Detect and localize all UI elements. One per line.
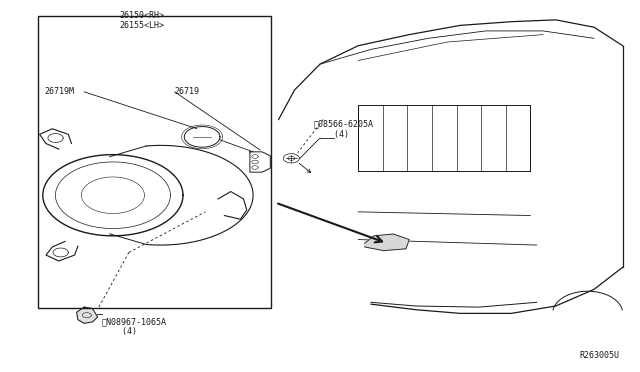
- Text: Ⓢ08566-6205A
    (4): Ⓢ08566-6205A (4): [314, 119, 374, 139]
- Polygon shape: [77, 307, 98, 323]
- Text: 26719: 26719: [175, 87, 200, 96]
- Text: 26719M: 26719M: [45, 87, 75, 96]
- Bar: [38, 16, 271, 308]
- Polygon shape: [250, 152, 270, 172]
- Text: 26150<RH>
26155<LH>: 26150<RH> 26155<LH>: [119, 11, 164, 30]
- Polygon shape: [365, 234, 409, 251]
- Text: ⓝN08967-1065A
    (4): ⓝN08967-1065A (4): [102, 317, 167, 336]
- Text: R263005U: R263005U: [579, 350, 620, 359]
